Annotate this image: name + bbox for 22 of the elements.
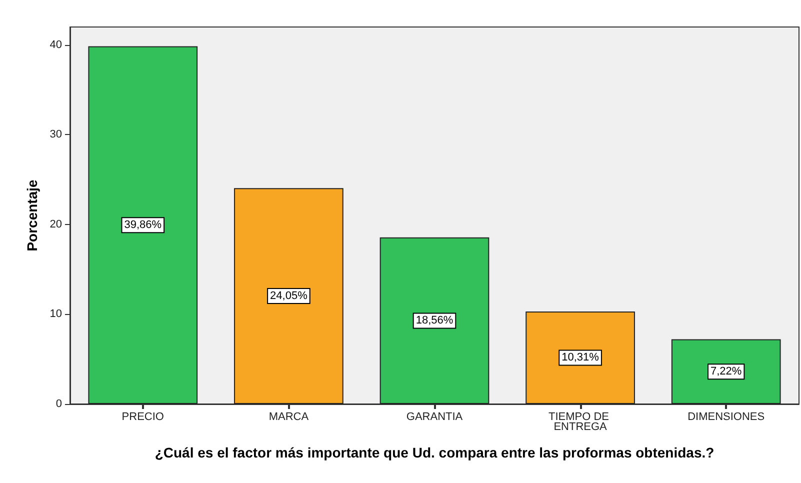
bar <box>88 46 198 404</box>
y-tick-label: 0 <box>56 398 62 410</box>
x-axis-title: ¿Cuál es el factor más importante que Ud. compara entre las proformas obtenidas.? <box>154 444 714 460</box>
data-label: 18,56% <box>416 314 454 327</box>
y-tick-label: 40 <box>50 38 62 51</box>
data-label: 7,22% <box>710 366 742 378</box>
y-tick-label: 10 <box>50 308 62 320</box>
bar <box>671 339 781 404</box>
data-label: 24,05% <box>270 290 308 302</box>
y-tick-label: 30 <box>50 128 62 141</box>
x-tick-label: DIMENSIONES <box>688 411 765 423</box>
data-label: 10,31% <box>562 352 600 364</box>
x-tick-label: GARANTIA <box>406 411 464 423</box>
data-label: 39,86% <box>124 219 162 232</box>
y-axis-title: Porcentaje <box>24 179 40 252</box>
y-tick-label: 20 <box>50 218 62 230</box>
x-tick-label: TIEMPO DE ENTREGA <box>548 411 612 433</box>
bar <box>380 237 490 404</box>
bar <box>234 188 344 404</box>
x-tick-label: MARCA <box>268 411 310 423</box>
bar <box>526 311 635 404</box>
x-tick-label: PRECIO <box>122 411 164 423</box>
